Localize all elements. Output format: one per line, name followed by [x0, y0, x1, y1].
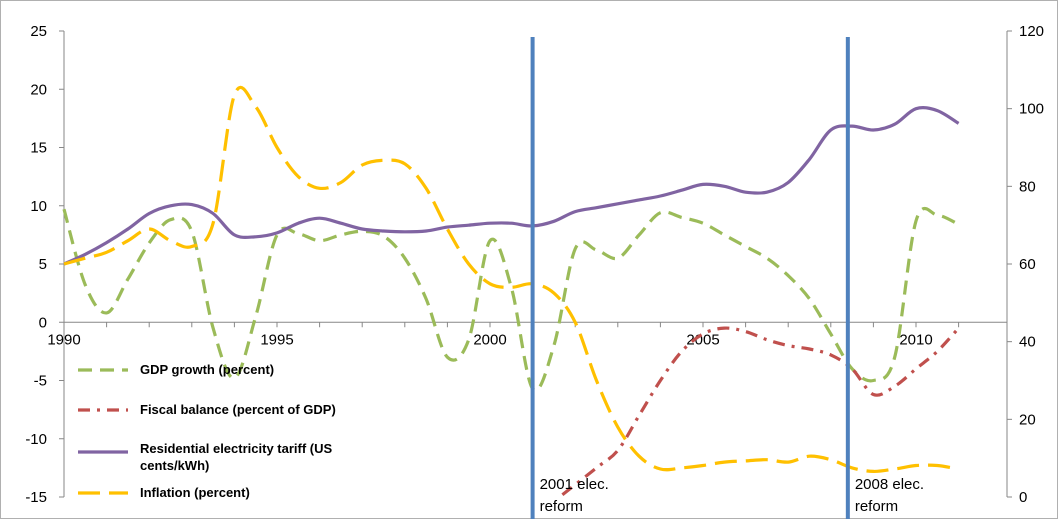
series-layer — [62, 85, 960, 496]
x-tick-label: 1995 — [260, 331, 293, 348]
y-right-tick-label: 40 — [1019, 334, 1036, 351]
x-tick-label: 2010 — [899, 331, 932, 348]
x-tick-label: 2000 — [473, 331, 506, 348]
reference-lines-layer: 2001 elec. reform 2008 elec. reform — [530, 37, 924, 519]
y-left-tick-label: -5 — [34, 373, 47, 390]
y-left-tick-label: 15 — [30, 140, 47, 157]
y-left-tick-label: 0 — [39, 314, 47, 331]
x-tick-label: 2005 — [686, 331, 719, 348]
axes-layer: -15 -10 -5 0 5 10 15 20 25 0 20 40 60 80 100 120 1990 199… — [25, 23, 1044, 506]
y-right-tick-label: 0 — [1019, 489, 1027, 506]
legend-label-line: cents/kWh) — [140, 458, 209, 473]
legend-label: Fiscal balance (percent of GDP) — [140, 402, 336, 417]
legend: GDP growth (percent) Fiscal balance (perc… — [78, 362, 336, 500]
legend-label: Inflation (percent) — [140, 485, 250, 500]
y-right-tick-label: 120 — [1019, 23, 1044, 40]
reference-label-line1: 2001 elec. — [540, 476, 609, 493]
y-left-tick-label: 20 — [30, 81, 47, 98]
y-left-tick-label: 10 — [30, 198, 47, 215]
y-left-tick-label: -15 — [25, 489, 47, 506]
y-left-tick-label: 5 — [39, 256, 47, 273]
x-tick-label: 1990 — [47, 331, 80, 348]
y-left-tick-label: -10 — [25, 431, 47, 448]
y-right-tick-label: 80 — [1019, 178, 1036, 195]
y-right-tick-label: 100 — [1019, 101, 1044, 118]
legend-label: GDP growth (percent) — [140, 362, 274, 377]
reference-label-line1: 2008 elec. — [855, 476, 924, 493]
reference-label-line2: reform — [540, 498, 583, 515]
series-line-inflation — [63, 85, 959, 474]
series-line-gdp-growth — [62, 206, 960, 393]
y-right-tick-label: 60 — [1019, 256, 1036, 273]
y-right-tick-label: 20 — [1019, 411, 1036, 428]
reference-label-line2: reform — [855, 498, 898, 515]
legend-label: Residential electricity tariff (US cents/… — [140, 441, 332, 473]
series-line-residential-electricity-tariff — [63, 106, 960, 266]
y-left-tick-label: 25 — [30, 23, 47, 40]
legend-label-line: Residential electricity tariff (US — [140, 441, 332, 456]
